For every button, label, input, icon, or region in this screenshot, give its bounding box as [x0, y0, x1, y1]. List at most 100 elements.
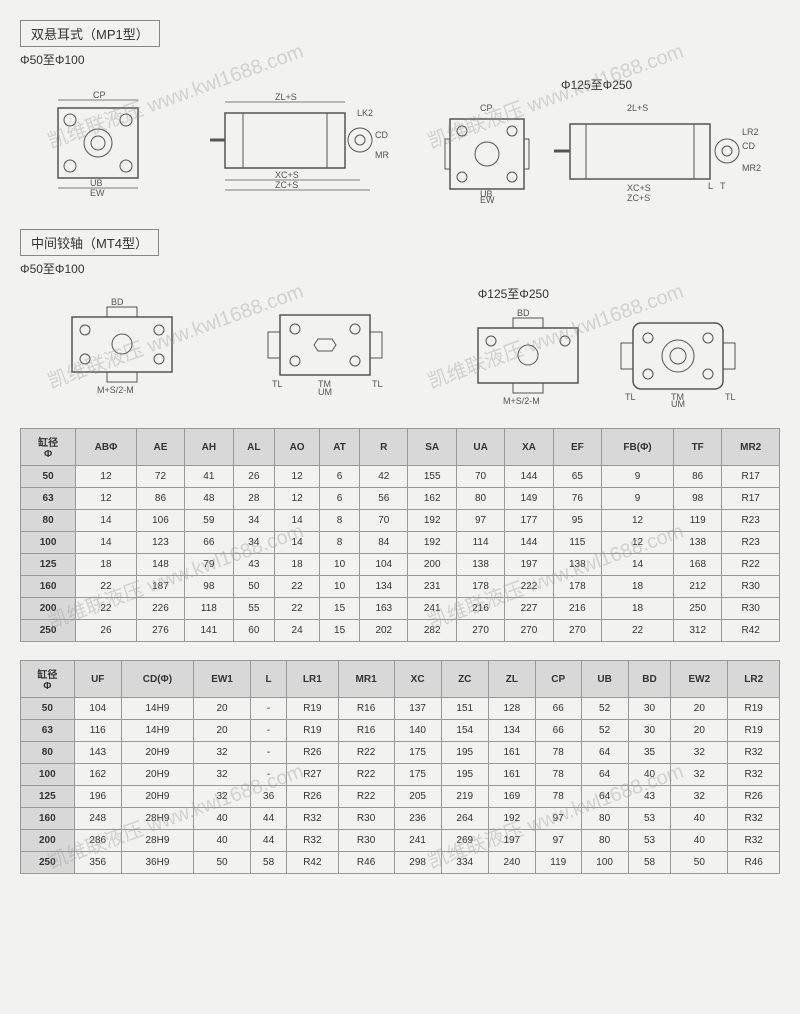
table-cell: 20: [671, 720, 728, 742]
table-cell: 48: [185, 488, 233, 510]
table-cell: 20H9: [121, 786, 193, 808]
table-cell: 86: [673, 466, 721, 488]
table-cell: 59: [185, 510, 233, 532]
table-cell: 64: [581, 786, 628, 808]
table-cell: 10: [320, 576, 360, 598]
table-cell: 118: [185, 598, 233, 620]
mp1-range-left: Φ50至Φ100: [20, 51, 780, 68]
table-cell: 149: [505, 488, 553, 510]
dim-bd: BD: [111, 297, 124, 307]
table-cell: 76: [553, 488, 601, 510]
table-cell: 52: [581, 698, 628, 720]
table-cell: 72: [136, 466, 184, 488]
table-cell: 9: [602, 466, 674, 488]
dim-zcs: ZC+S: [275, 180, 298, 190]
table-cell: 163: [360, 598, 408, 620]
table-cell: R26: [728, 786, 780, 808]
table-cell: 97: [535, 830, 581, 852]
table-cell: 98: [185, 576, 233, 598]
table-cell: R19: [728, 720, 780, 742]
table-cell: 138: [553, 554, 601, 576]
table-cell: 250: [673, 598, 721, 620]
table-cell: 138: [673, 532, 721, 554]
col-header: TF: [673, 429, 721, 466]
table-cell: 12: [602, 532, 674, 554]
table-cell: 137: [394, 698, 441, 720]
table-cell: 10: [320, 554, 360, 576]
table-row: 20028628H94044R32R3024126919797805340R32: [21, 830, 780, 852]
table-cell: 15: [320, 620, 360, 642]
table-cell: 32: [671, 742, 728, 764]
table-cell: 78: [535, 786, 581, 808]
table-cell: 84: [360, 532, 408, 554]
table-cell: 22: [76, 576, 137, 598]
table-cell: 20: [671, 698, 728, 720]
table-cell: 14: [275, 532, 320, 554]
table-cell: 18: [602, 576, 674, 598]
table-cell: 162: [408, 488, 456, 510]
dim-um: UM: [318, 387, 332, 397]
table-cell: 168: [673, 554, 721, 576]
table-cell: 53: [628, 830, 671, 852]
table-cell: 104: [74, 698, 121, 720]
col-header: ABΦ: [76, 429, 137, 466]
table-cell: 175: [394, 764, 441, 786]
table-cell: R27: [287, 764, 339, 786]
table-cell: R19: [287, 698, 339, 720]
dim-cd2: CD: [742, 141, 755, 151]
table-cell: 50: [21, 466, 76, 488]
table-cell: 66: [535, 698, 581, 720]
table-cell: 43: [233, 554, 275, 576]
dim-ms2m2: M+S/2-M: [503, 396, 540, 406]
table-cell: 98: [673, 488, 721, 510]
mt4-range-left: Φ50至Φ100: [20, 260, 780, 277]
table-cell: 24: [275, 620, 320, 642]
table-cell: R32: [728, 830, 780, 852]
table-cell: 270: [505, 620, 553, 642]
table-cell: 195: [441, 742, 488, 764]
table-cell: 26: [233, 466, 275, 488]
dim-tl2: TL: [372, 379, 383, 389]
dim-cp2: CP: [480, 103, 493, 113]
table-cell: 151: [441, 698, 488, 720]
table-cell: 50: [233, 576, 275, 598]
table-cell: R32: [728, 808, 780, 830]
table-cell: 40: [194, 830, 251, 852]
col-header: MR1: [338, 661, 394, 698]
table-cell: 100: [21, 764, 75, 786]
table-cell: R26: [287, 786, 339, 808]
table-cell: 28H9: [121, 808, 193, 830]
mp1-front-view-large: CP EW UB: [432, 99, 542, 209]
table-cell: 30: [628, 698, 671, 720]
table-cell: 236: [394, 808, 441, 830]
table-cell: 34: [233, 532, 275, 554]
table-cell: 18: [76, 554, 137, 576]
table-cell: 231: [408, 576, 456, 598]
table-cell: R32: [287, 808, 339, 830]
table-cell: 197: [505, 554, 553, 576]
dim-2ls: 2L+S: [627, 103, 648, 113]
table-cell: 78: [535, 764, 581, 786]
table-cell: 192: [488, 808, 535, 830]
table-cell: 226: [136, 598, 184, 620]
col-header: FB(Φ): [602, 429, 674, 466]
table-cell: 100: [581, 852, 628, 874]
table-cell: 134: [488, 720, 535, 742]
dim-lr2: LR2: [742, 127, 759, 137]
table-cell: 200: [21, 598, 76, 620]
col-header: EF: [553, 429, 601, 466]
table-cell: 205: [394, 786, 441, 808]
dim-zcs2: ZC+S: [627, 193, 650, 203]
dim-ms2m: M+S/2-M: [97, 385, 134, 395]
table-cell: R17: [722, 488, 780, 510]
table-cell: R16: [338, 698, 394, 720]
dim-l: L: [708, 181, 713, 191]
table-cell: 212: [673, 576, 721, 598]
table-cell: 104: [360, 554, 408, 576]
table-cell: 12: [275, 488, 320, 510]
table-cell: 219: [441, 786, 488, 808]
table-row: 10016220H932-R27R2217519516178644032R32: [21, 764, 780, 786]
table-cell: 34: [233, 510, 275, 532]
col-header: CP: [535, 661, 581, 698]
table-row: 12519620H93236R26R2220521916978644332R26: [21, 786, 780, 808]
